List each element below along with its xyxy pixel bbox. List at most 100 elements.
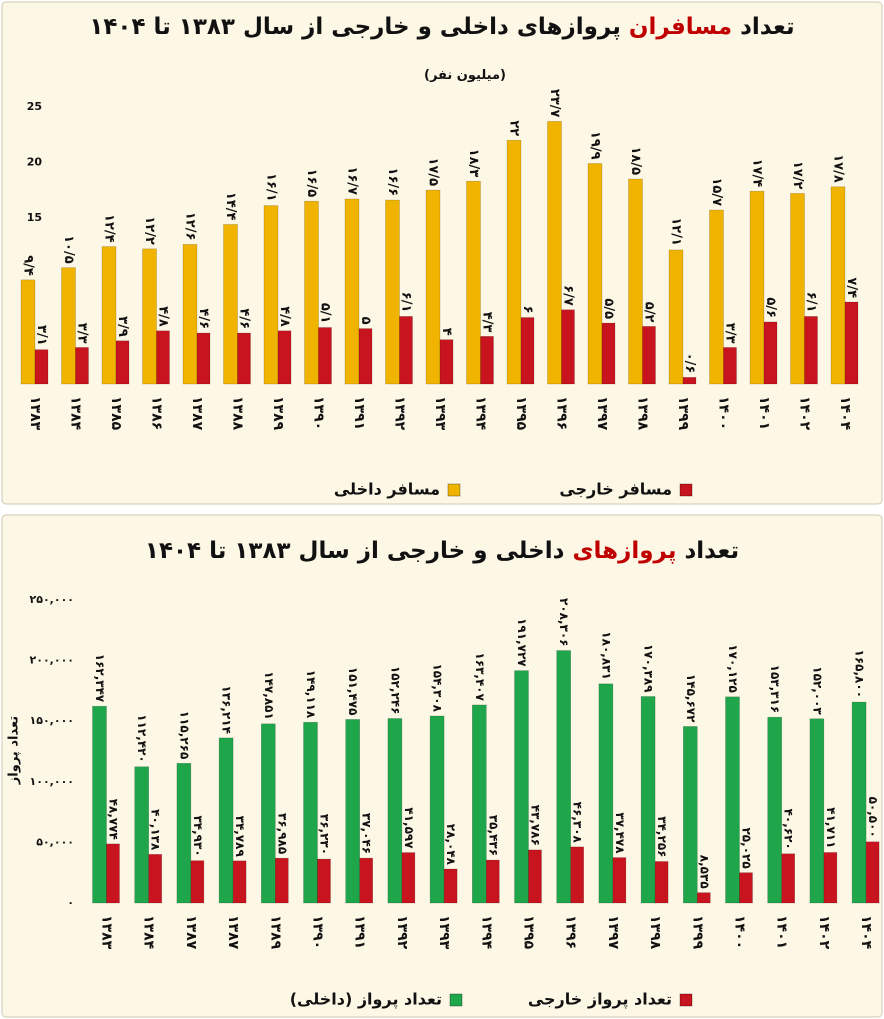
value-label: ۱۷/۸	[831, 154, 846, 183]
bar	[682, 377, 697, 385]
value-label: ۱۶۵,۸۰۰	[853, 650, 867, 699]
value-label: ۴۸,۷۷۴	[107, 799, 121, 840]
bar	[865, 841, 880, 904]
value-label: ۱۶/۵	[304, 169, 319, 198]
y-tick-label: 15	[27, 211, 42, 224]
value-label: ۳۴,۹۳۰	[191, 815, 205, 856]
bar	[480, 336, 494, 385]
x-tick-label: ۱۳۹۷	[594, 396, 610, 431]
legend-label: مسافر خارجی	[559, 480, 672, 499]
bar	[318, 327, 332, 385]
title-part: تعداد	[684, 538, 740, 564]
value-label: ۱۶/۱	[264, 173, 279, 202]
value-label: ۴/۶	[196, 308, 211, 329]
bar	[425, 189, 441, 385]
x-tick-label: ۱۴۰۴	[858, 915, 874, 950]
chart-title: تعداد پروازهای داخلی و خارجی از سال ۱۳۸۳…	[0, 538, 884, 564]
bar	[598, 683, 614, 904]
bar	[218, 737, 234, 904]
y-tick-label: 25	[27, 100, 42, 113]
value-label: ۸,۵۳۵	[697, 855, 711, 889]
bar	[767, 716, 783, 904]
x-tick-label: ۱۳۸۳	[27, 396, 43, 431]
bar	[274, 857, 289, 904]
bar	[359, 857, 374, 904]
panel	[1, 1, 883, 505]
x-tick-label: ۱۴۰۱	[756, 396, 772, 430]
value-label: ۳/۱	[34, 325, 49, 346]
bar	[344, 198, 360, 385]
x-tick-label: ۱۴۰۴	[837, 396, 853, 431]
value-label: ۴۱,۷۱۱	[824, 807, 838, 848]
bar	[570, 846, 585, 904]
y-tick-label: ۲۵۰,۰۰۰	[30, 593, 74, 606]
value-label: ۳۵,۴۳۶	[486, 815, 500, 856]
bar	[654, 861, 669, 904]
value-label: ۲۵,۰۲۵	[740, 827, 754, 868]
x-tick-label: ۱۴۰۲	[797, 396, 813, 431]
title-part: تعداد	[740, 14, 795, 40]
value-label: ۱۵/۷	[709, 177, 724, 206]
x-tick-label: ۱۳۸۷	[225, 915, 241, 950]
value-label: ۹/۴	[21, 255, 36, 276]
x-tick-label: ۱۳۹۲	[394, 915, 410, 950]
bar	[20, 279, 36, 385]
bar	[345, 719, 361, 904]
x-tick-label: ۱۳۹۹	[689, 915, 705, 950]
x-tick-label: ۱۳۹۰	[311, 396, 327, 430]
x-tick-label: ۱۴۰۰	[716, 396, 732, 430]
x-tick-label: ۱۳۹۸	[635, 396, 651, 431]
value-label: ۱۲/۲	[142, 216, 157, 245]
x-tick-label: ۱۳۹۲	[392, 396, 408, 431]
bar	[485, 859, 500, 904]
bar	[723, 347, 737, 385]
value-label: ۶/۱	[399, 292, 414, 313]
bar	[317, 858, 331, 904]
x-tick-label: ۱۳۹۶	[563, 915, 579, 949]
legend-label: تعداد پرواز (داخلی)	[290, 990, 442, 1010]
x-tick-label: ۱۳۹۰	[310, 915, 326, 949]
bar	[471, 704, 487, 904]
value-label: ۴۰,۱۳۸	[149, 809, 163, 851]
x-tick-label: ۱۳۹۵	[521, 915, 537, 950]
value-label: ۳/۳	[75, 323, 90, 344]
value-label: ۱۱۲,۴۲۰	[135, 714, 149, 763]
value-label: ۳/۳	[723, 323, 738, 344]
title-part: پروازهای داخلی و خارجی از سال ۱۳۸۳ تا ۱۴…	[89, 14, 621, 40]
x-tick-label: ۱۳۸۴	[141, 915, 157, 950]
bar	[528, 849, 542, 904]
x-tick-label: ۱۴۰۱	[774, 915, 790, 949]
value-label: ۶/۱	[804, 292, 819, 313]
bar	[514, 670, 529, 904]
x-tick-label: ۱۳۸۷	[183, 915, 199, 950]
x-tick-label: ۱۳۸۷	[189, 396, 205, 431]
legend-label: مسافر داخلی	[334, 480, 440, 499]
value-label: ۳۴,۲۵۶	[655, 816, 669, 857]
value-label: ۱۳۶,۲۱۴	[220, 685, 234, 734]
x-tick-label: ۱۴۰۲	[816, 915, 832, 950]
bar	[823, 852, 838, 904]
bar	[429, 715, 445, 904]
value-label: ۶/۷	[561, 285, 576, 306]
value-label: ۱۷/۵	[426, 158, 441, 187]
x-tick-label: ۱۳۹۹	[675, 396, 691, 431]
y-tick-label: ۲۰۰,۰۰۰	[30, 654, 74, 667]
bar	[561, 309, 575, 385]
value-label: ۵/۲	[642, 302, 657, 323]
x-tick-label: ۱۴۰۰	[732, 915, 748, 949]
value-label: ۱۵۴,۳۰۸	[431, 663, 445, 712]
bar	[739, 872, 753, 904]
value-label: ۱۲/۱	[669, 217, 684, 246]
bar	[196, 332, 211, 385]
x-tick-label: ۱۳۹۶	[554, 396, 570, 430]
value-label: ۱۰/۵	[61, 235, 76, 264]
value-label: ۴	[439, 328, 454, 336]
bar	[587, 163, 603, 385]
value-label: ۳/۹	[115, 316, 130, 337]
bar	[506, 139, 522, 385]
value-label: ۱۵۳,۳۱۶	[768, 665, 782, 714]
value-label: ۵/۱	[318, 303, 333, 324]
x-tick-label: ۱۳۹۳	[436, 915, 452, 950]
bar	[277, 330, 292, 385]
